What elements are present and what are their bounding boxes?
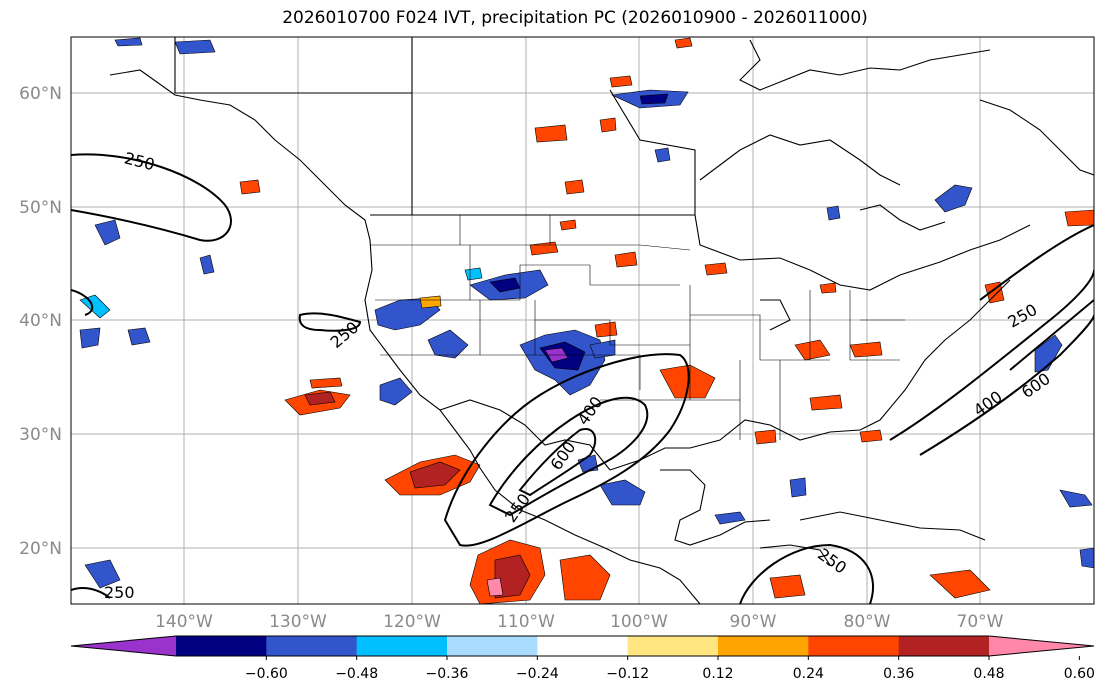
lat-tick-labels: 60°N 50°N 40°N 30°N 20°N bbox=[19, 84, 62, 559]
lat-tick: 30°N bbox=[19, 425, 62, 445]
colorbar-tick-label: −0.12 bbox=[606, 666, 649, 682]
lat-tick: 50°N bbox=[19, 198, 62, 218]
colorbar-bin bbox=[176, 636, 267, 656]
colorbar-bin bbox=[356, 636, 448, 656]
lon-tick: 90°W bbox=[730, 612, 777, 632]
colorbar-bin bbox=[898, 636, 990, 656]
colorbar-tick-label: −0.24 bbox=[516, 666, 559, 682]
colorbar-bin bbox=[447, 636, 538, 656]
map-panel: 250 250 400 600 250 400 600 250 250 250 bbox=[70, 36, 1095, 605]
colorbar-outline bbox=[70, 635, 1095, 657]
colorbar-extend-min bbox=[71, 636, 176, 656]
colorbar-bin bbox=[718, 636, 809, 656]
graticule bbox=[71, 37, 1094, 604]
colorbar-tick-label: −0.36 bbox=[426, 666, 469, 682]
colorbar: −0.60 −0.48 −0.36 −0.24 −0.12 0.12 0.24 0.36 0.4… bbox=[70, 635, 1095, 682]
colorbar-tick-label: 0.12 bbox=[702, 666, 733, 682]
lat-tick: 40°N bbox=[19, 311, 62, 331]
colorbar-extend-max bbox=[989, 636, 1094, 656]
contour-label: 250 bbox=[104, 583, 135, 602]
ivt-contours bbox=[71, 153, 1094, 604]
state-borders bbox=[370, 215, 905, 440]
lon-tick: 120°W bbox=[383, 612, 441, 632]
colorbar-bin bbox=[808, 636, 900, 656]
lat-tick: 20°N bbox=[19, 539, 62, 559]
lon-tick-labels: 140°W 130°W 120°W 110°W 100°W 90°W 80°W … bbox=[155, 612, 1004, 632]
colorbar-tick-label: 0.24 bbox=[793, 666, 824, 682]
lon-tick: 100°W bbox=[610, 612, 668, 632]
colorbar-tick-label: −0.48 bbox=[335, 666, 378, 682]
colorbar-tick-label: −0.60 bbox=[245, 666, 288, 682]
colorbar-tick-label: 0.60 bbox=[1064, 666, 1095, 682]
lon-tick: 80°W bbox=[844, 612, 891, 632]
colorbar-tick-label: 0.48 bbox=[973, 666, 1004, 682]
lon-tick: 110°W bbox=[497, 612, 555, 632]
lon-tick: 130°W bbox=[269, 612, 327, 632]
lon-tick: 140°W bbox=[155, 612, 213, 632]
chart-title: 2026010700 F024 IVT, precipitation PC (2… bbox=[282, 8, 868, 28]
colorbar-bin bbox=[627, 636, 719, 656]
colorbar-bin bbox=[537, 636, 629, 656]
lat-tick: 60°N bbox=[19, 84, 62, 104]
lon-tick: 70°W bbox=[957, 612, 1004, 632]
colorbar-tick-label: 0.36 bbox=[883, 666, 914, 682]
colorbar-bin bbox=[266, 636, 358, 656]
coastlines-and-borders bbox=[109, 37, 1094, 604]
